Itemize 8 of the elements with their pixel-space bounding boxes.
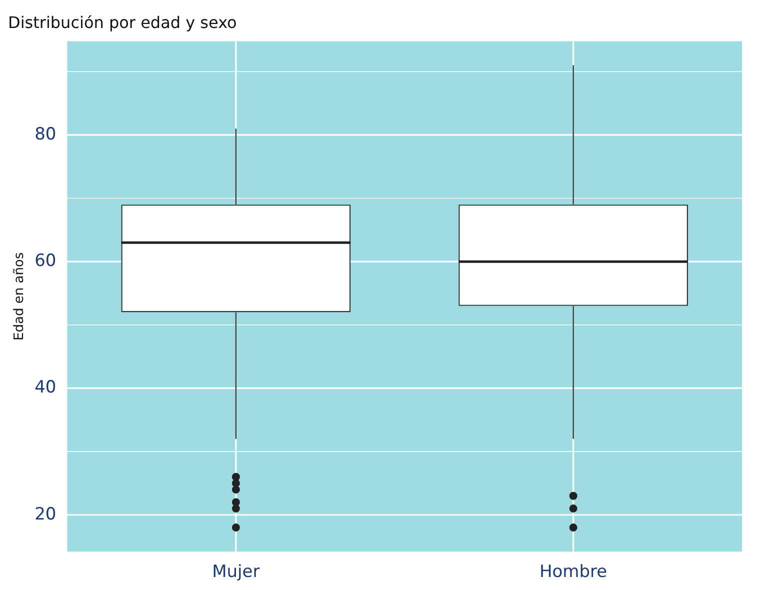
y-tick-label: 80 (34, 124, 56, 144)
y-tick-label: 20 (34, 504, 56, 524)
y-tick-label: 40 (34, 378, 56, 398)
y-tick-label: 60 (34, 250, 56, 271)
x-tick-label: Hombre (539, 562, 608, 582)
x-tick-label: Mujer (212, 562, 260, 582)
chart-title: Distribución por edad y sexo (8, 12, 237, 32)
y-axis-title: Edad en años (12, 252, 28, 340)
